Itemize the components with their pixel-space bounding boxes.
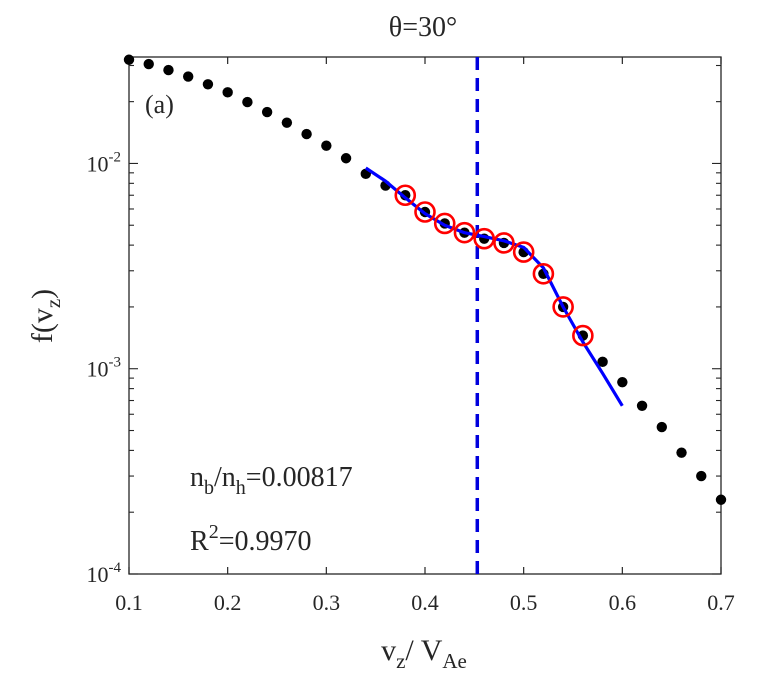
y-tick-exponent: -2 [109,149,122,165]
ratio-n1: n [190,462,204,493]
fit-point-marker [453,221,476,244]
ratio-s1: b [204,477,214,499]
x-tick-label: 0.7 [707,590,735,615]
fit-point-marker [473,227,496,250]
x-tick-label: 0.4 [411,590,439,615]
y-tick-label: 10-3 [87,355,122,382]
fit-point-marker [572,324,594,347]
xlabel-sub2: Ae [442,649,467,673]
y-axis-label: f(vz) [26,289,65,343]
r2-label: R [190,526,209,557]
data-point [261,106,273,118]
data-point [597,356,608,368]
data-point [696,470,707,482]
data-point [222,87,233,98]
x-axis-label: vz/ VAe [381,634,467,673]
ratio-s2: h [236,477,246,499]
x-axis-ticks: 0.1 0.2 0.3 0.4 0.5 0.6 0.7 [115,57,735,615]
x-tick-label: 0.5 [510,590,538,615]
fit-point-marker [532,262,555,285]
r-squared-annotation: R2=0.9970 [190,521,311,557]
xlabel-mid: / V [405,634,442,667]
panel-label: (a) [145,90,174,119]
fit-point-marker [512,241,535,263]
y-tick-exponent: -3 [109,355,122,371]
fit-point-marker [552,296,574,318]
data-point [143,58,154,70]
r2-sup: 2 [209,521,219,543]
data-point [242,96,253,108]
data-point [163,64,174,76]
fit-point-marker [414,201,436,223]
x-tick-label: 0.3 [313,590,341,615]
density-ratio-annotation: nb/nh=0.00817 [190,462,353,499]
data-point [676,447,687,458]
data-point [715,494,727,505]
xlabel-sub1: z [396,649,405,673]
fit-point-marker [433,212,456,235]
r2-value: =0.9970 [219,526,312,557]
x-tick-label: 0.1 [115,590,143,615]
y-tick-base: 10 [87,151,109,176]
data-point [340,153,352,164]
ylabel-end: ) [26,289,59,299]
ylabel-sub: z [41,299,65,308]
ratio-mid: /n [214,462,236,493]
y-axis-ticks: 10-410-310-2 [87,64,721,587]
data-point [123,54,135,65]
y-tick-label: 10-4 [87,560,122,587]
y-tick-label: 10-2 [87,149,122,176]
series-layer [123,54,727,505]
y-tick-base: 10 [87,562,109,587]
plot-area [128,56,722,575]
data-point [202,79,214,90]
y-tick-exponent: -4 [109,560,122,576]
data-point [636,400,648,411]
data-point [281,117,293,128]
x-tick-label: 0.2 [214,590,242,615]
xlabel-main: v [381,634,396,667]
data-point [617,376,628,388]
fit-point-marker [493,232,515,254]
ratio-value: =0.00817 [246,462,353,493]
data-point [183,71,194,82]
ylabel-main: f(v [26,308,59,343]
y-tick-base: 10 [87,357,109,382]
x-tick-label: 0.6 [609,590,637,615]
data-point [321,140,332,151]
chart-title: θ=30° [389,12,457,43]
fit-point-marker [394,184,417,207]
data-point [656,421,667,433]
data-point [301,128,312,140]
